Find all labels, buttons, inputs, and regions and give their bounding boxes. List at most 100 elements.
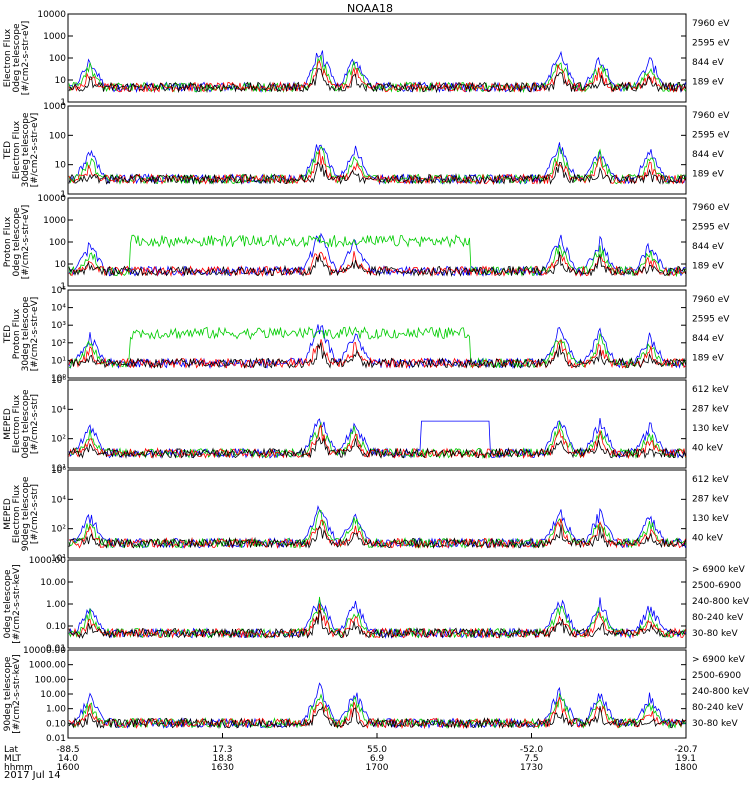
y-tick-label: 10⁵ [51,286,66,296]
series-trace [68,705,686,730]
y-tick-label: 10² [51,339,66,349]
y-tick-label: 1.00 [46,600,66,610]
y-tick-label: 10⁶ [51,466,66,476]
x-tick-label: 18.8 [212,754,232,764]
legend-entry: 30-80 keV [692,629,738,639]
y-tick-label: 100 [49,131,66,141]
y-tick-label: 10³ [51,321,66,331]
y-tick-label: 0.01 [46,644,66,654]
x-tick-label: 1630 [211,763,234,773]
y-axis-label: [#/cm2-s-str] [30,394,40,454]
panel-frame [67,105,687,195]
panel-8: 10000.00 1000.00 100.00 10.00 1.00 0.10 0.01 90… [3,646,750,744]
series-trace [68,610,686,640]
y-axis-label: TED [3,325,13,344]
x-tick-label: 14.0 [58,754,78,764]
legend-entry: 130 keV [692,514,729,524]
legend-entry: 844 eV [692,58,725,68]
y-axis-label: [#/cm2-s-str-eV] [30,297,40,372]
series-trace [68,68,686,94]
y-tick-label: 1000.00 [29,556,66,566]
panel-frame [67,469,687,559]
panel-6: 10⁶ 10⁴ 10² 10¹ MEPED Electron Flux 90deg tele… [3,466,729,564]
y-axis-label: 0deg telescope [12,23,22,93]
legend-entry: 80-240 keV [692,613,744,623]
y-axis-label: [#/cm2-s-str-keV] [12,564,22,643]
y-axis-label: 0deg telescope [12,207,22,277]
y-tick-label: 1000 [43,32,66,42]
y-tick-label: 10¹ [51,554,66,564]
legend-entry: 40 keV [692,444,724,454]
y-axis-label: 90deg telescope [21,476,31,551]
y-tick-label: 10.00 [40,578,66,588]
panel-3: 10000 1000 100 10 1 Proton Flux 0deg telescope… [3,194,730,292]
series-trace [68,60,686,93]
panel-frame [67,379,687,469]
legend-entry: 189 eV [692,262,725,272]
legend-entry: 40 keV [692,534,724,544]
y-axis-label: 30deg telescope [21,112,31,187]
legend-entry: > 6900 keV [692,565,746,575]
legend-entry: 7960 eV [692,111,730,121]
legend-entry: 2500-6900 [692,671,741,681]
y-tick-label: 0.10 [46,622,66,632]
y-axis-label: [#/cm2-s-str-keV] [12,654,22,733]
legend-entry: 30-80 keV [692,719,738,729]
legend-entry: 844 eV [692,334,725,344]
y-tick-label: 100 [49,238,66,248]
y-tick-label: 10² [51,435,66,445]
y-axis-label: [#/cm2-s-str] [30,484,40,544]
y-axis-label: [#/cm2-s-str-eV] [30,113,40,188]
series-trace [68,524,686,549]
y-axis-label: Proton Flux [12,308,22,359]
legend-entry: 2595 eV [692,223,730,233]
y-tick-label: 10⁴ [51,495,66,505]
legend-entry: 287 keV [692,495,729,505]
y-axis-label: [#/cm2-s-str-eV] [21,205,31,280]
y-axis-label: 30deg telescope [21,296,31,371]
y-tick-label: 10¹ [51,356,66,366]
y-tick-label: 10⁶ [51,376,66,386]
y-tick-label: 10 [55,76,67,86]
date-label: 2017 Jul 14 [4,770,61,781]
y-tick-label: 10.00 [40,690,66,700]
y-tick-label: 1 [60,282,66,292]
series-trace [68,436,686,459]
panel-7: 1000.00 10.00 1.00 0.10 0.01 0deg telescope [#… [3,556,750,654]
x-row-label: MLT [4,754,22,764]
legend-entry: 287 keV [692,405,729,415]
series-trace [68,161,686,185]
legend-entry: 612 keV [692,475,729,485]
series-trace [68,325,686,369]
y-axis-label: Electron Flux [3,28,13,87]
y-tick-label: 1000 [43,216,66,226]
legend-entry: 7960 eV [692,19,730,29]
y-axis-label: MEPED [3,498,13,530]
x-tick-label: 1600 [57,763,80,773]
x-tick-label: 17.3 [212,745,232,755]
y-tick-label: 10² [51,525,66,535]
series-trace [68,339,686,370]
legend-entry: 612 keV [692,385,729,395]
legend-entry: 2595 eV [692,315,730,325]
y-tick-label: 100.00 [35,675,67,685]
legend-entry: 189 eV [692,354,725,364]
panel-4: 10⁵ 10⁴ 10³ 10² 10¹ 10⁰ TED Proton Flux 30deg te… [3,286,730,384]
legend-entry: 240-800 keV [692,597,750,607]
y-axis-label: [#/cm2-s-str-eV] [21,21,31,96]
x-row-label: Lat [4,745,19,755]
legend-entry: 844 eV [692,242,725,252]
y-tick-label: 10⁰ [51,374,66,384]
y-tick-label: 10000 [37,194,66,204]
y-tick-label: 100 [49,54,66,64]
y-axis-label: Proton Flux [3,216,13,267]
legend-entry: 189 eV [692,78,725,88]
legend-entry: 7960 eV [692,203,730,213]
y-axis-label: MEPED [3,408,13,440]
panel-5: 10⁶ 10⁴ 10² 10¹ MEPED Electron Flux 0deg teles… [3,376,729,474]
x-row-label: hhmm [4,763,33,773]
panel-1: 10000 1000 100 10 1 Electron Flux 0deg telesco… [3,10,730,108]
legend-entry: 2500-6900 [692,581,741,591]
